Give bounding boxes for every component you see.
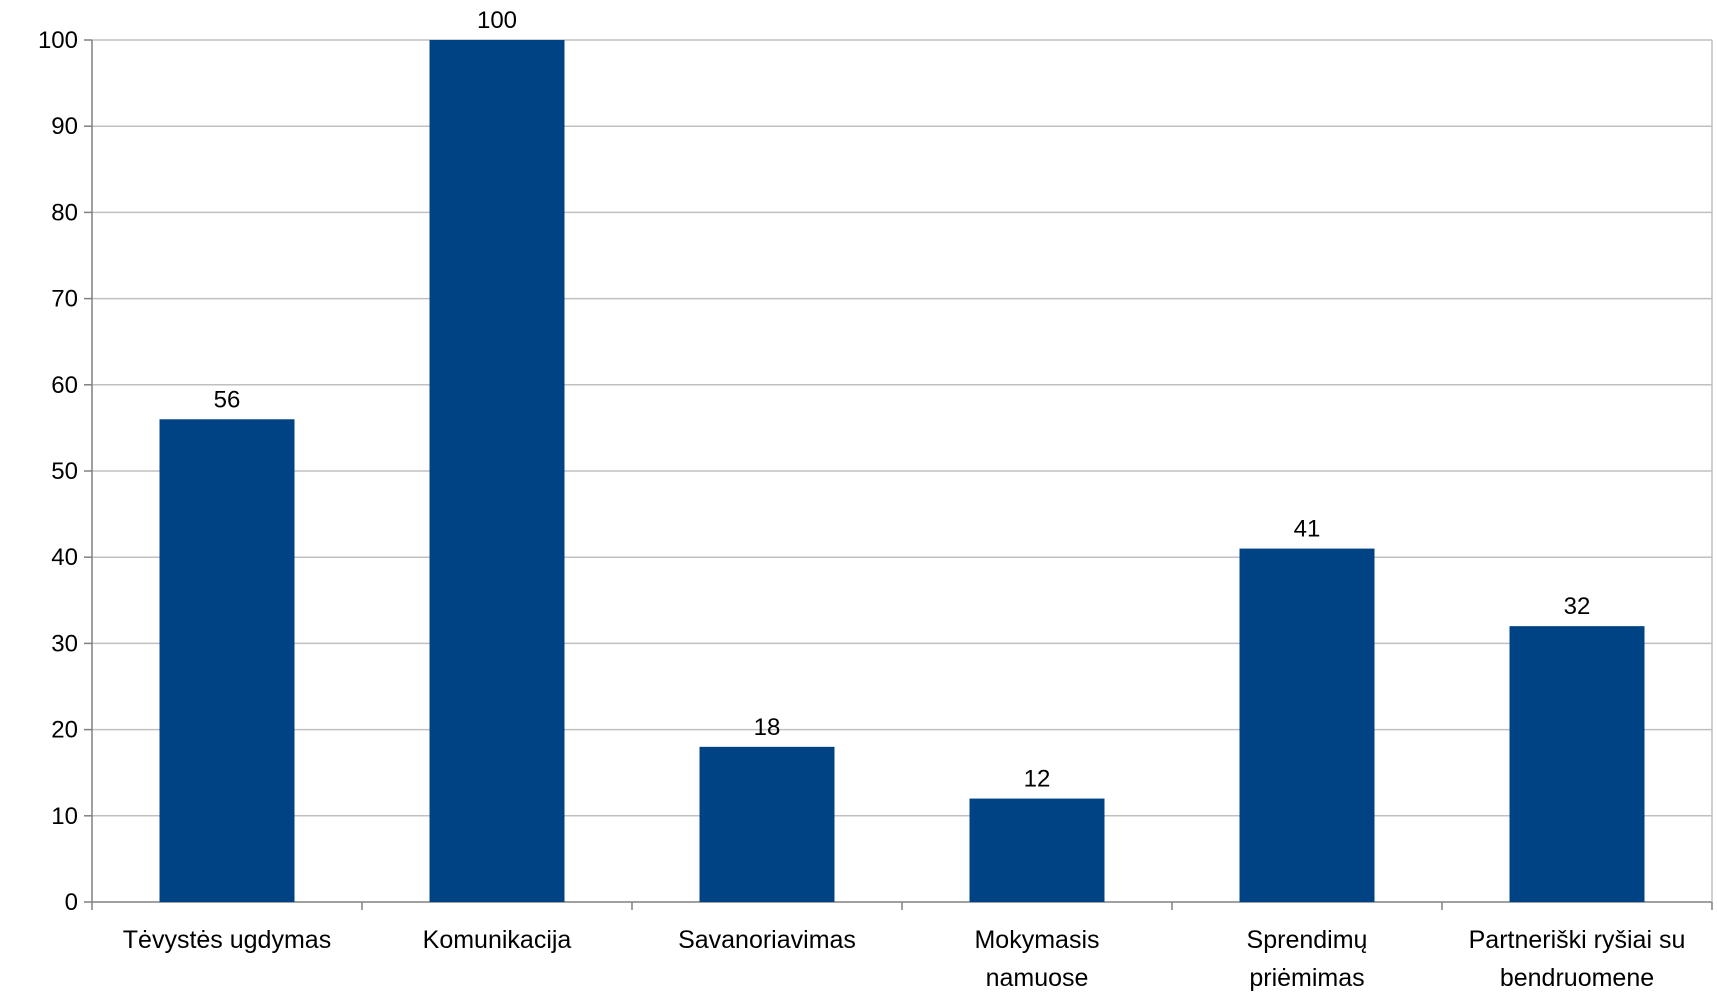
y-tick-label: 50 bbox=[51, 458, 78, 485]
y-tick-label: 0 bbox=[65, 889, 78, 916]
x-category-label-line: namuose bbox=[986, 964, 1089, 992]
x-category-label: Tėvystės ugdymas bbox=[123, 926, 331, 954]
x-category-label-line: bendruomene bbox=[1500, 964, 1654, 992]
y-tick-label: 10 bbox=[51, 803, 78, 830]
x-category-label: Savanoriavimas bbox=[678, 926, 856, 954]
x-category-label-line: Tėvystės ugdymas bbox=[123, 926, 331, 954]
x-category-label-line: Komunikacija bbox=[423, 926, 572, 954]
bar bbox=[429, 40, 565, 902]
data-label: 100 bbox=[477, 7, 517, 34]
y-tick-label: 100 bbox=[38, 27, 78, 54]
data-label: 12 bbox=[1024, 766, 1051, 793]
data-label: 18 bbox=[754, 714, 781, 741]
y-tick-label: 60 bbox=[51, 372, 78, 399]
y-tick-label: 90 bbox=[51, 113, 78, 140]
x-category-label-line: priėmimas bbox=[1249, 964, 1364, 992]
x-category-label-line: Mokymasis bbox=[974, 926, 1099, 954]
y-tick-label: 20 bbox=[51, 717, 78, 744]
x-category-label-line: Partneriški ryšiai su bbox=[1469, 926, 1686, 954]
data-label: 56 bbox=[214, 386, 241, 413]
y-tick-label: 80 bbox=[51, 199, 78, 226]
bar bbox=[159, 419, 295, 902]
bar bbox=[1239, 548, 1375, 902]
bars bbox=[159, 40, 1645, 902]
x-category-label: Partneriški ryšiai su bendruomene bbox=[1469, 926, 1686, 992]
bar bbox=[1509, 626, 1645, 902]
data-label: 32 bbox=[1564, 593, 1591, 620]
x-category-label-line: Savanoriavimas bbox=[678, 926, 856, 954]
y-tick-label: 40 bbox=[51, 544, 78, 571]
x-category-label: Mokymasis namuose bbox=[974, 926, 1099, 992]
y-tick-label: 30 bbox=[51, 630, 78, 657]
axes bbox=[84, 39, 1713, 910]
x-category-label-line: Sprendimų bbox=[1247, 926, 1368, 954]
x-category-label: Komunikacija bbox=[423, 926, 572, 954]
bar bbox=[969, 798, 1105, 902]
bar bbox=[699, 746, 835, 902]
labels: 0 10 20 30 40 50 60 70 80 90 100 56 Tėvystės ugdymas… bbox=[38, 7, 1685, 992]
y-tick-label: 70 bbox=[51, 286, 78, 313]
gridlines bbox=[92, 39, 1712, 903]
x-category-label: Sprendimų priėmimas bbox=[1247, 926, 1368, 992]
data-label: 41 bbox=[1294, 516, 1321, 543]
